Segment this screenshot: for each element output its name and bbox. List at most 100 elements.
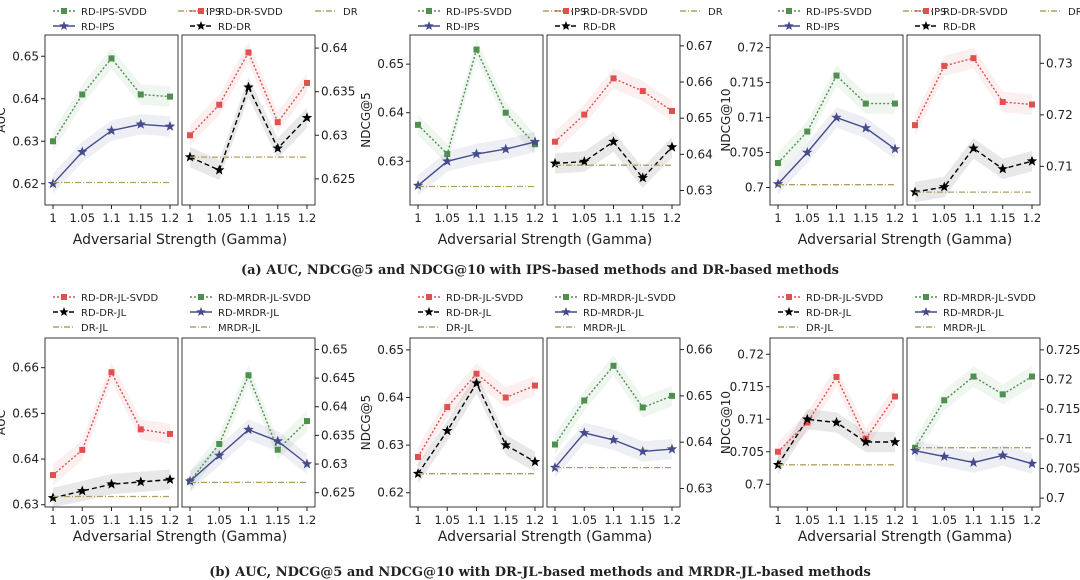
- row2-ndcg5-right-band-1: [555, 422, 672, 478]
- row1-ndcg10-left-point-1-3: [860, 122, 871, 133]
- row1-auc-left-ytick-label-3: 0.65: [12, 49, 39, 63]
- row2-auc-left-ylabel: AUC: [0, 410, 8, 435]
- row2-ndcg5-legend-1-1-label: RD-MRDR-JL: [583, 308, 644, 319]
- row1-ndcg10-right-point-1-2: [968, 142, 979, 153]
- row1-auc-left-point-0-2: [108, 55, 115, 62]
- row2-ndcg5-legend: RD-DR-JL-SVDD RD-DR-JL DR-JL RD-MRDR-JL-SVD…: [418, 293, 676, 334]
- row2-auc-right-xtick-label-0: 1: [186, 513, 193, 527]
- row2-auc-legend-1-0-marker: [198, 294, 204, 300]
- row1-ndcg10-right-point-1-3: [997, 163, 1008, 174]
- row2-ndcg5-left-point-0-0: [415, 454, 421, 461]
- row2-ndcg10-right-point-0-4: [1029, 373, 1035, 380]
- row1-auc-left-xtick-label-0: 1: [49, 211, 56, 225]
- row2-ndcg10-right-point-1-2: [968, 457, 979, 467]
- row2-ndcg5-left-ytick-label-1: 0.63: [377, 438, 404, 452]
- row1-ndcg10-right-ytick-label-0: 0.71: [1046, 159, 1073, 173]
- row2-ndcg5-legend-1-0-label: RD-MRDR-JL-SVDD: [583, 293, 676, 304]
- row2-ndcg10-left-line-0: [777, 375, 896, 453]
- row1-ndcg10-right-point-1-1: [939, 181, 950, 192]
- row1-auc-right-line-1: [189, 85, 308, 172]
- row1-auc-legend-1-0-marker: [198, 8, 204, 14]
- row2-ndcg10-right-xtick-label-0: 1: [911, 513, 918, 527]
- row1-auc-xlabel: Adversarial Strength (Gamma): [73, 232, 288, 248]
- row2-auc-left-xtick-label-1: 1.05: [69, 513, 95, 527]
- row2-auc-legend: RD-DR-JL-SVDD RD-DR-JL DR-JL RD-MRDR-JL-SVD…: [53, 293, 311, 334]
- row2-auc-right-ytick-label-1: 0.63: [321, 457, 348, 471]
- row2-ndcg10-xlabel: Adversarial Strength (Gamma): [798, 529, 1013, 545]
- row2-auc-left-point-0-1: [79, 446, 86, 453]
- row1-ndcg5-left-point-1-2: [471, 148, 482, 159]
- row1-ndcg10-right-xtick-label-3: 1.15: [990, 211, 1016, 225]
- row1-ndcg5-left-point-0-1: [444, 151, 451, 157]
- row2-ndcg5-left-plot: 0.62 0.63 0.64 0.65 1 1.05 1.1 1.15 1.2 NDCG@5: [359, 337, 544, 527]
- row1-ndcg5-left-point-1-4: [529, 136, 541, 147]
- row2-ndcg5-left-xtick-label-0: 1: [414, 513, 421, 527]
- row2-auc-right-point-0-2: [245, 372, 252, 379]
- row2-auc-right-xtick-label-4: 1.2: [298, 513, 316, 527]
- row2-auc-legend-1-1-label: RD-MRDR-JL: [218, 308, 279, 319]
- row2-ndcg5-xlabel: Adversarial Strength (Gamma): [438, 529, 653, 545]
- row1-auc-right-ytick-label-2: 0.635: [321, 85, 355, 99]
- row1-ndcg5-left-xtick-label-2: 1.1: [467, 211, 485, 225]
- row1-ndcg10-left-point-0-2: [833, 72, 840, 79]
- row1-ndcg10-right-point-0-4: [1029, 101, 1035, 108]
- row2-ndcg10-left-xtick-label-3: 1.15: [853, 513, 879, 527]
- row2-ndcg5-left-point-0-3: [502, 394, 509, 401]
- row2-ndcg5-right-xtick-label-0: 1: [551, 513, 558, 527]
- row2-ndcg5-right-point-1-1: [579, 427, 590, 438]
- row2-ndcg5-right-plot: 0.63 0.64 0.65 0.66 1 1.05 1.1 1.15 1.2: [546, 337, 713, 527]
- row2-auc-legend-0-1-marker: [59, 307, 69, 316]
- row2-ndcg5-right-point-0-1: [581, 397, 588, 404]
- row1-ndcg10-left-ytick-label-3: 0.715: [730, 76, 764, 90]
- row1-ndcg10-left-xtick-label-3: 1.15: [853, 211, 879, 225]
- row2-ndcg10-right-point-0-1: [941, 397, 948, 404]
- row1-ndcg10-legend-0-0-marker: [786, 8, 792, 14]
- row2-auc-right-point-0-1: [216, 440, 223, 447]
- row2-auc-left-point-0-4: [167, 430, 173, 437]
- row1-ndcg10-legend-0-1-label: RD-IPS: [806, 22, 840, 33]
- row1-ndcg5-right-xtick-label-3: 1.15: [630, 211, 656, 225]
- row2-ndcg10-right-point-1-3: [997, 449, 1008, 460]
- row2-auc-left-ytick-label-0: 0.63: [12, 498, 39, 512]
- row1-auc-left-band-0: [53, 48, 170, 152]
- chart-panels: 0.620.630.640.651 1.05 1.1 1.15 1.2AUC0.6250…: [0, 7, 1080, 545]
- row1-ndcg5-left-xtick-label-3: 1.15: [493, 211, 519, 225]
- row2-auc-right-point-1-1: [214, 449, 225, 460]
- row1-ndcg10-right-line-1: [914, 147, 1033, 193]
- row2-ndcg10-legend: RD-DR-JL-SVDD RD-DR-JL DR-JL RD-MRDR-JL-SVD…: [778, 293, 1036, 334]
- row2-ndcg10-left-band-1: [778, 409, 895, 475]
- row1-ndcg5-right-xtick-label-1: 1.05: [571, 211, 597, 225]
- row1-auc-right-xtick-label-4: 1.2: [298, 211, 316, 225]
- row2-ndcg10-legend-1-0-marker: [923, 294, 929, 300]
- row1-ndcg5-right-point-1-2: [608, 136, 619, 147]
- row1-auc-legend-1-1-marker: [196, 21, 206, 30]
- row2-ndcg10-left-ytick-label-2: 0.71: [737, 412, 764, 426]
- row1-ndcg5-legend-1-0-marker: [563, 8, 569, 14]
- row2-auc-right-ytick-label-5: 0.65: [321, 342, 348, 356]
- row2-ndcg10-right-xtick-label-1: 1.05: [931, 513, 957, 527]
- row2-auc-left-point-1-2: [106, 478, 117, 489]
- row1-auc-left-ytick-label-0: 0.62: [12, 177, 39, 191]
- row1-auc-left-point-1-4: [164, 120, 176, 131]
- row2-auc-right-xtick-label-1: 1.05: [206, 513, 232, 527]
- row1-ndcg5-legend-0-0-marker: [426, 8, 432, 14]
- row2-auc-left-xtick-label-3: 1.15: [128, 513, 154, 527]
- row1-ndcg5-right-point-1-3: [637, 172, 648, 183]
- row1-ndcg10-right-point-1-4: [1026, 155, 1038, 166]
- row1-auc-left-ytick-label-1: 0.63: [12, 134, 39, 148]
- row2-ndcg5-left-ytick-label-3: 0.65: [377, 343, 404, 357]
- row2-ndcg5-left-point-1-1: [442, 425, 453, 436]
- row1-ndcg5-right-point-1-0: [549, 157, 561, 168]
- row1-ndcg5-right-point-0-1: [581, 111, 588, 118]
- row2-ndcg5-right-xtick-label-2: 1.1: [604, 513, 622, 527]
- row2-ndcg10-right-band-0: [915, 366, 1032, 458]
- row1-ndcg10-left-ylabel: NDCG@10: [719, 88, 733, 151]
- row1-auc-left-band-1: [53, 114, 170, 194]
- row1-ndcg10-right-xtick-label-0: 1: [911, 211, 918, 225]
- row2-ndcg5-left-point-0-2: [473, 370, 480, 377]
- row1-ndcg5-right-plot: 0.63 0.64 0.65 0.66 0.67 1 1.05 1.1 1.15 1.2: [546, 34, 713, 225]
- row1-ndcg10-legend-1-0-label: RD-DR-SVDD: [943, 7, 1008, 18]
- row1-ndcg5-right-frame: [546, 34, 681, 206]
